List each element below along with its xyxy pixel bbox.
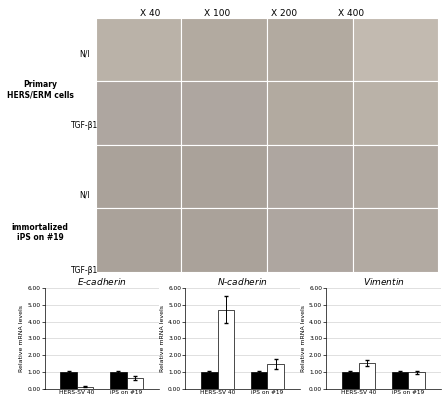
Text: N/I: N/I	[79, 49, 90, 58]
Bar	[359, 363, 375, 389]
Text: N/I: N/I	[79, 190, 90, 199]
Text: X 100: X 100	[204, 9, 230, 18]
Title: $\it{N\text{-}cadherin}$: $\it{N\text{-}cadherin}$	[217, 276, 268, 287]
Bar	[342, 372, 359, 389]
Bar	[251, 372, 267, 389]
Text: X 40: X 40	[140, 9, 161, 18]
Bar	[409, 372, 425, 389]
Bar	[77, 387, 93, 389]
Bar	[267, 364, 284, 389]
Y-axis label: Relative mRNA levels: Relative mRNA levels	[301, 305, 306, 372]
Legend: N/I, TGFβ1: N/I, TGFβ1	[331, 289, 360, 302]
Bar	[201, 372, 218, 389]
Title: $\it{Vimentin}$: $\it{Vimentin}$	[363, 276, 405, 287]
Text: immortalized
iPS on #19: immortalized iPS on #19	[12, 223, 69, 242]
Title: $\it{E\text{-}cadherin}$: $\it{E\text{-}cadherin}$	[77, 276, 126, 287]
Text: TGF-β1: TGF-β1	[71, 266, 98, 275]
Text: X 400: X 400	[338, 9, 364, 18]
Bar	[392, 372, 409, 389]
Bar	[218, 310, 234, 389]
Bar	[126, 378, 143, 389]
Bar	[110, 372, 126, 389]
Text: X 200: X 200	[271, 9, 297, 18]
Text: TGF-β1: TGF-β1	[71, 121, 98, 129]
Y-axis label: Relative mRNA levels: Relative mRNA levels	[160, 305, 166, 372]
Text: Primary
HERS/ERM cells: Primary HERS/ERM cells	[7, 80, 73, 99]
Y-axis label: Relative mRNA levels: Relative mRNA levels	[20, 305, 24, 372]
Legend: N/I, TGFβ1: N/I, TGFβ1	[190, 289, 219, 302]
Bar	[61, 372, 77, 389]
